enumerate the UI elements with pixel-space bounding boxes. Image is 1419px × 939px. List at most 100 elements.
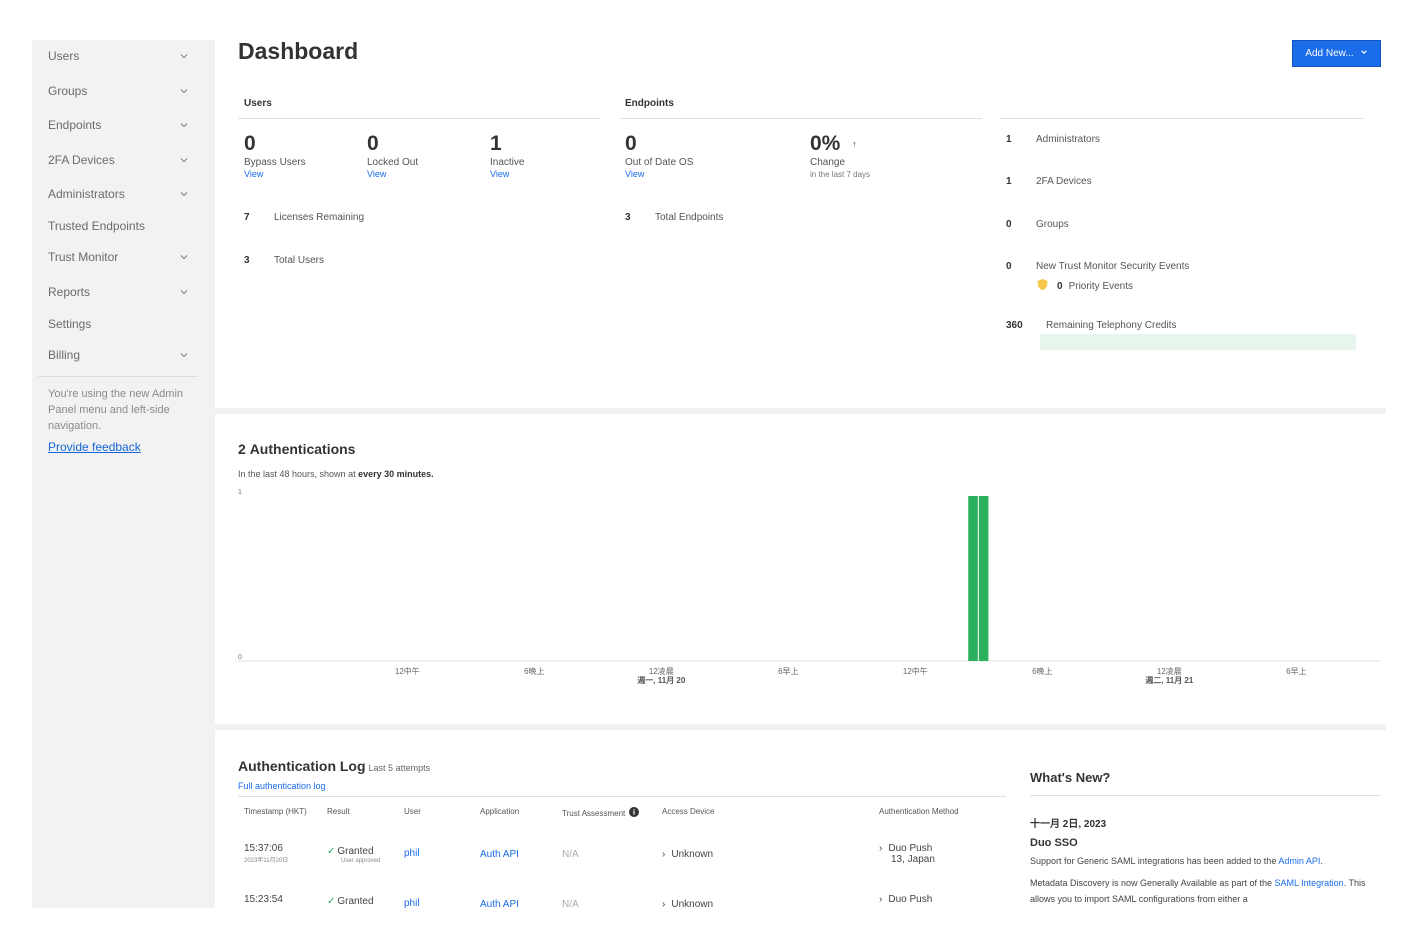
locked-out-stat: 0 Locked Out View bbox=[367, 132, 418, 179]
log-date: 2023年11月20日 bbox=[244, 858, 289, 864]
log-method-location: 13, Japan bbox=[891, 854, 935, 865]
log-auth-method[interactable]: › Duo Push bbox=[879, 894, 932, 905]
row-value: 0 bbox=[1057, 280, 1063, 292]
row-value: 0 bbox=[1006, 219, 1012, 230]
add-new-button[interactable]: Add New... bbox=[1292, 40, 1381, 67]
total-users-row: 3 Total Users bbox=[244, 255, 324, 266]
row-label: Priority Events bbox=[1068, 280, 1134, 292]
sidebar-item-label: Groups bbox=[48, 84, 88, 98]
log-access-device[interactable]: › Unknown bbox=[662, 899, 713, 910]
groups-row[interactable]: 0 Groups bbox=[1006, 219, 1069, 230]
sidebar-item-label: Settings bbox=[48, 317, 92, 331]
page-title: Dashboard bbox=[238, 38, 359, 64]
total-endpoints-row: 3 Total Endpoints bbox=[625, 212, 723, 223]
view-link[interactable]: View bbox=[625, 169, 645, 179]
divider bbox=[1000, 118, 1364, 119]
sidebar-item-settings[interactable]: Settings bbox=[32, 310, 215, 338]
saml-integration-link[interactable]: SAML Integration bbox=[1274, 878, 1344, 888]
admin-api-link[interactable]: Admin API bbox=[1278, 856, 1321, 866]
log-application-link[interactable]: Auth API bbox=[480, 849, 519, 860]
row-value: 3 bbox=[625, 212, 631, 223]
section-divider bbox=[215, 408, 1386, 414]
log-device-label: Unknown bbox=[671, 899, 714, 910]
column-header-trust[interactable]: Trust Assessment bbox=[562, 807, 640, 819]
chart-bar bbox=[978, 496, 989, 661]
log-access-device[interactable]: › Unknown bbox=[662, 849, 713, 860]
endpoints-section-heading: Endpoints bbox=[625, 98, 674, 109]
sidebar-item-endpoints[interactable]: Endpoints bbox=[32, 111, 215, 139]
row-label: Administrators bbox=[1036, 134, 1100, 145]
chevron-down-icon bbox=[1360, 48, 1368, 59]
auth-log-subtitle: Last 5 attempts bbox=[368, 763, 431, 773]
telephony-credits-row: 360 Remaining Telephony Credits bbox=[1006, 320, 1176, 331]
log-user-link[interactable]: phil bbox=[404, 898, 420, 909]
row-label: Total Users bbox=[274, 255, 325, 266]
chart-bar bbox=[968, 496, 978, 661]
x-tick-label: 12凌晨 bbox=[649, 666, 674, 676]
telephony-credits-bar bbox=[1040, 334, 1356, 350]
checkmark-icon: ✓ bbox=[327, 896, 336, 907]
sidebar-item-reports[interactable]: Reports bbox=[32, 278, 215, 306]
sidebar-item-label: 2FA Devices bbox=[48, 153, 115, 167]
chevron-down-icon bbox=[179, 252, 189, 262]
row-value: 0 bbox=[1006, 261, 1012, 272]
sidebar-item-users[interactable]: Users bbox=[32, 42, 215, 70]
auth-log-title: Authentication Log Last 5 attempts bbox=[238, 758, 430, 774]
whats-new-text: Support for Generic SAML integrations ha… bbox=[1030, 856, 1277, 866]
chevron-right-icon: › bbox=[879, 843, 883, 854]
chevron-right-icon: › bbox=[879, 894, 883, 905]
full-auth-log-link[interactable]: Full authentication log bbox=[238, 781, 326, 791]
row-value: 7 bbox=[244, 212, 250, 223]
sidebar-item-2fa-devices[interactable]: 2FA Devices bbox=[32, 146, 215, 174]
sidebar-item-groups[interactable]: Groups bbox=[32, 77, 215, 105]
provide-feedback-link[interactable]: Provide feedback bbox=[48, 440, 141, 454]
column-header[interactable]: Access Device bbox=[662, 807, 715, 816]
chevron-down-icon bbox=[179, 86, 189, 96]
users-section-heading: Users bbox=[244, 98, 272, 109]
view-link[interactable]: View bbox=[490, 169, 510, 179]
column-header[interactable]: Timestamp (HKT) bbox=[244, 807, 307, 816]
chevron-right-icon: › bbox=[662, 899, 666, 910]
column-header[interactable]: Result bbox=[327, 807, 350, 816]
bypass-users-stat: 0 Bypass Users View bbox=[244, 132, 306, 179]
chevron-down-icon bbox=[179, 120, 189, 130]
view-link[interactable]: View bbox=[244, 169, 264, 179]
stat-label: Out of Date OS bbox=[625, 157, 694, 168]
log-time: 15:23:54 bbox=[244, 894, 283, 905]
info-icon[interactable] bbox=[629, 807, 640, 819]
sidebar-item-administrators[interactable]: Administrators bbox=[32, 180, 215, 208]
whats-new-paragraph: Support for Generic SAML integrations ha… bbox=[1030, 853, 1380, 869]
whats-new-text: Metadata Discovery is now Generally Avai… bbox=[1030, 878, 1272, 888]
sidebar-item-billing[interactable]: Billing bbox=[32, 341, 215, 369]
log-time: 15:37:06 bbox=[244, 843, 283, 854]
chevron-down-icon bbox=[179, 287, 189, 297]
row-label: New Trust Monitor Security Events bbox=[1036, 261, 1190, 272]
checkmark-icon: ✓ bbox=[327, 846, 336, 857]
log-auth-method[interactable]: › Duo Push 13, Japan bbox=[879, 843, 935, 865]
view-link[interactable]: View bbox=[367, 169, 387, 179]
x-tick-label: 6晚上 bbox=[1032, 666, 1052, 676]
chart-subtitle: In the last 48 hours, shown at every 30 … bbox=[238, 469, 434, 479]
whats-new-headline: Duo SSO bbox=[1030, 837, 1078, 849]
column-header[interactable]: Authentication Method bbox=[879, 807, 959, 816]
inactive-stat: 1 Inactive View bbox=[490, 132, 524, 179]
log-application-link[interactable]: Auth API bbox=[480, 899, 519, 910]
sidebar-item-trusted-endpoints[interactable]: Trusted Endpoints bbox=[32, 212, 215, 240]
administrators-row[interactable]: 1 Administrators bbox=[1006, 134, 1100, 145]
stat-label: Change bbox=[810, 157, 846, 168]
sidebar-item-trust-monitor[interactable]: Trust Monitor bbox=[32, 243, 215, 271]
log-user-link[interactable]: phil bbox=[404, 848, 420, 859]
2fa-devices-row[interactable]: 1 2FA Devices bbox=[1006, 176, 1092, 187]
stat-sub: in the last 7 days bbox=[810, 170, 871, 179]
row-label: Remaining Telephony Credits bbox=[1046, 320, 1177, 331]
chart-subtitle-prefix: In the last 48 hours, shown at bbox=[238, 469, 356, 479]
column-header[interactable]: Application bbox=[480, 807, 520, 816]
row-label: Groups bbox=[1036, 219, 1069, 230]
divider bbox=[238, 118, 601, 119]
column-header[interactable]: User bbox=[404, 807, 421, 816]
sidebar-item-label: Administrators bbox=[48, 187, 125, 201]
row-label: Licenses Remaining bbox=[274, 212, 365, 223]
y-tick-label: 1 bbox=[238, 489, 242, 496]
trust-monitor-events-row[interactable]: 0 New Trust Monitor Security Events bbox=[1006, 261, 1189, 272]
